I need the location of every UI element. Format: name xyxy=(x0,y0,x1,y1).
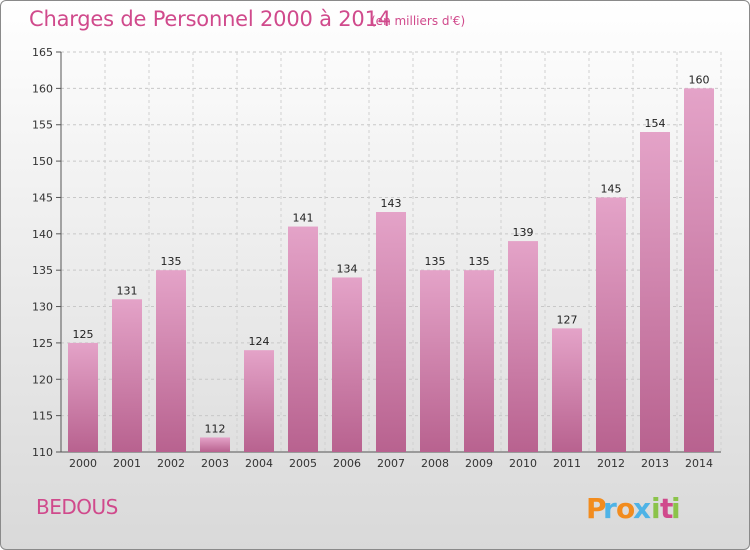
x-tick-label-2008: 2008 xyxy=(421,457,449,470)
value-label-2005: 141 xyxy=(293,212,314,225)
y-tick-label: 110 xyxy=(32,446,53,459)
bar-2007 xyxy=(376,212,406,452)
logo-letter: i xyxy=(651,492,661,525)
y-tick-label: 115 xyxy=(32,410,53,423)
value-label-2003: 112 xyxy=(205,422,226,435)
y-tick-label: 140 xyxy=(32,228,53,241)
y-tick-label: 160 xyxy=(32,82,53,95)
x-tick-label-2004: 2004 xyxy=(245,457,273,470)
logo-letter: r xyxy=(603,492,617,525)
value-label-2006: 134 xyxy=(337,262,358,275)
bar-2001 xyxy=(112,299,142,452)
x-tick-label-2012: 2012 xyxy=(597,457,625,470)
bar-2004 xyxy=(244,350,274,452)
value-label-2000: 125 xyxy=(73,328,94,341)
y-tick-label: 125 xyxy=(32,337,53,350)
y-tick-label: 165 xyxy=(32,46,53,59)
bar-2006 xyxy=(332,277,362,452)
y-tick-label: 150 xyxy=(32,155,53,168)
logo-letter: t xyxy=(660,492,673,525)
x-tick-label-2010: 2010 xyxy=(509,457,537,470)
bar-2014 xyxy=(684,88,714,452)
x-tick-label-2013: 2013 xyxy=(641,457,669,470)
x-tick-label-2002: 2002 xyxy=(157,457,185,470)
y-tick-label: 120 xyxy=(32,373,53,386)
value-label-2010: 139 xyxy=(513,226,534,239)
x-tick-label-2014: 2014 xyxy=(685,457,713,470)
bar-2003 xyxy=(200,437,230,452)
y-tick-label: 145 xyxy=(32,191,53,204)
bar-2013 xyxy=(640,132,670,452)
logo-letter: o xyxy=(616,492,635,525)
value-label-2013: 154 xyxy=(645,117,666,130)
logo-letter: P xyxy=(586,492,607,525)
y-tick-label: 135 xyxy=(32,264,53,277)
bar-2009 xyxy=(464,270,494,452)
x-tick-label-2000: 2000 xyxy=(69,457,97,470)
logo-letter: x xyxy=(633,492,651,525)
bar-2002 xyxy=(156,270,186,452)
labels: 110 115 120 125 130 135 140 145 150 155 160 165 125 2… xyxy=(32,46,713,470)
x-tick-label-2011: 2011 xyxy=(553,457,581,470)
y-tick-label: 155 xyxy=(32,119,53,132)
x-tick-label-2003: 2003 xyxy=(201,457,229,470)
bar-2008 xyxy=(420,270,450,452)
value-label-2004: 124 xyxy=(249,335,270,348)
y-tick-label: 130 xyxy=(32,301,53,314)
bar-2005 xyxy=(288,226,318,452)
bar-2010 xyxy=(508,241,538,452)
proxiti-logo: Pr ox i ti xyxy=(586,492,681,525)
x-tick-label-2005: 2005 xyxy=(289,457,317,470)
bar-2012 xyxy=(596,197,626,452)
value-label-2012: 145 xyxy=(601,182,622,195)
x-tick-label-2006: 2006 xyxy=(333,457,361,470)
x-tick-label-2007: 2007 xyxy=(377,457,405,470)
value-label-2002: 135 xyxy=(161,255,182,268)
bar-2011 xyxy=(552,328,582,452)
chart-subtitle: (en milliers d'€) xyxy=(371,14,466,28)
value-label-2009: 135 xyxy=(469,255,490,268)
bars xyxy=(68,88,714,452)
value-label-2008: 135 xyxy=(425,255,446,268)
place-name: BEDOUS xyxy=(36,495,118,519)
logo-letter: i xyxy=(671,492,681,525)
value-label-2014: 160 xyxy=(689,73,710,86)
chart-title: Charges de Personnel 2000 à 2014 xyxy=(29,7,391,31)
value-label-2001: 131 xyxy=(117,284,138,297)
value-label-2011: 127 xyxy=(557,313,578,326)
x-tick-label-2009: 2009 xyxy=(465,457,493,470)
x-tick-label-2001: 2001 xyxy=(113,457,141,470)
bar-2000 xyxy=(68,342,98,452)
value-label-2007: 143 xyxy=(381,197,402,210)
